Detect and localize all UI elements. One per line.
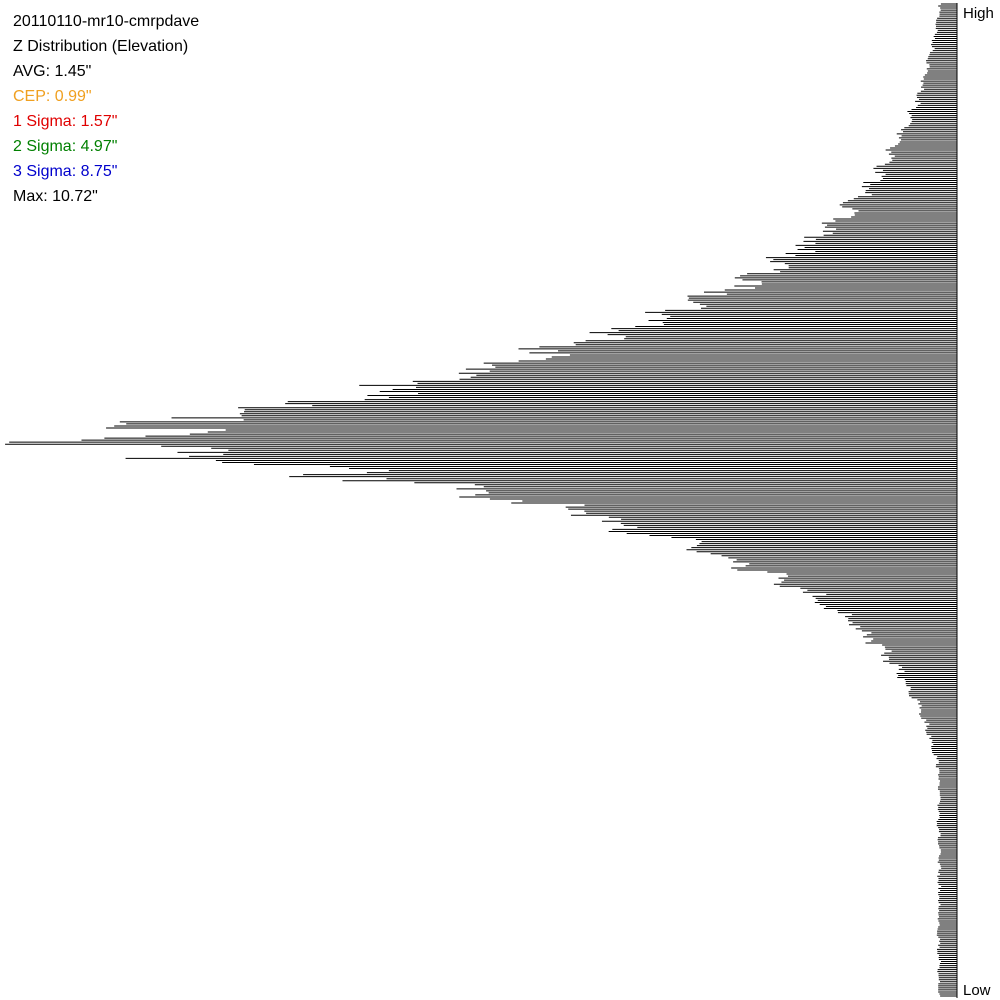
chart-subtitle: Z Distribution (Elevation) bbox=[13, 38, 189, 55]
stat-max: Max: 10.72" bbox=[13, 188, 98, 205]
chart-title: 20110110-mr10-cmrpdave bbox=[13, 13, 200, 30]
stat-cep: CEP: 0.99" bbox=[13, 88, 92, 105]
stat-3-sigma: 3 Sigma: 8.75" bbox=[13, 163, 118, 180]
histogram-bars bbox=[5, 3, 957, 997]
axis-bottom-label: Low bbox=[963, 982, 991, 999]
stat-2-sigma: 2 Sigma: 4.97" bbox=[13, 138, 118, 155]
stat-avg: AVG: 1.45" bbox=[13, 63, 92, 80]
stat-1-sigma: 1 Sigma: 1.57" bbox=[13, 113, 118, 130]
axis-top-label: High bbox=[963, 5, 994, 22]
